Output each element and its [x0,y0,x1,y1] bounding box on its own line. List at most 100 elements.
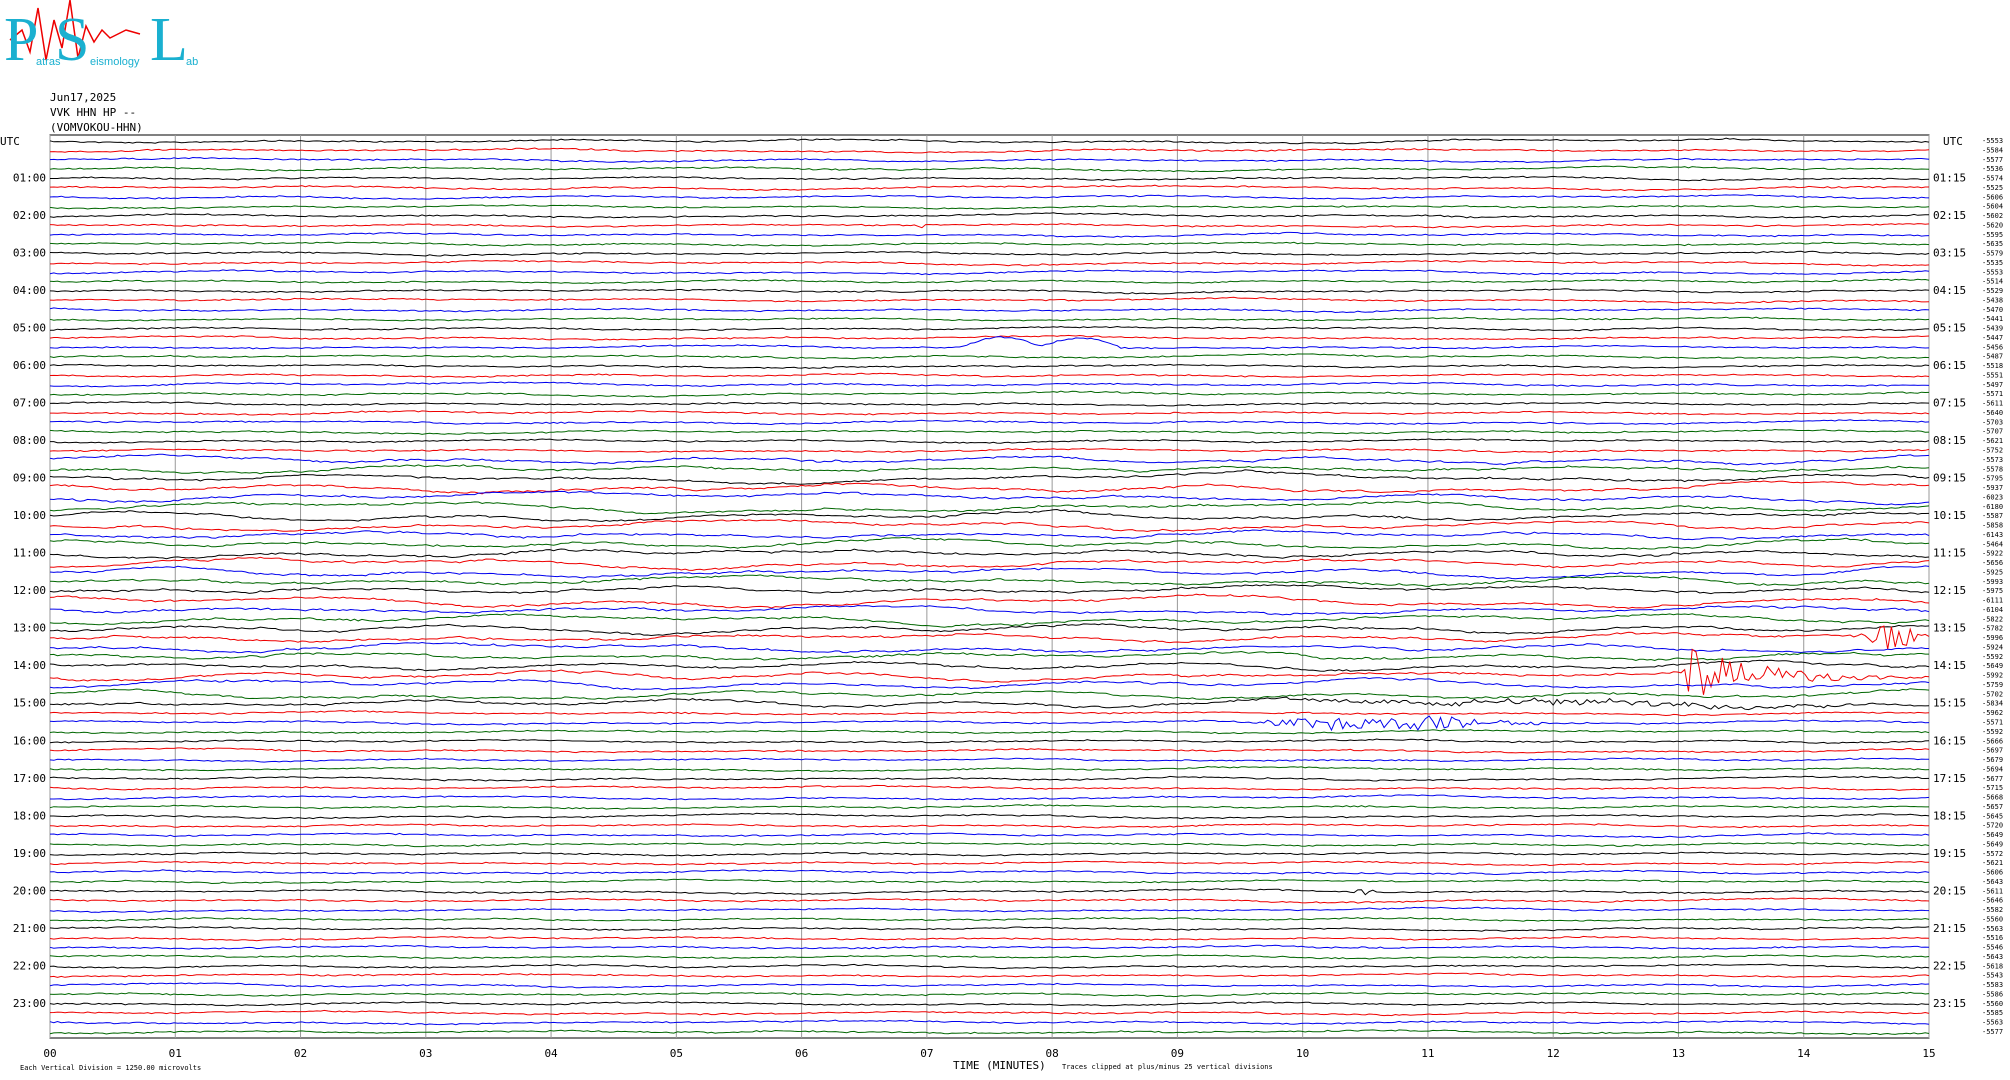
hour-label: 21:00 [13,922,46,935]
offset-label: -5438 [1982,296,2003,304]
logo: P S L atras eismology ab [4,0,198,74]
offset-label: -5646 [1982,897,2003,905]
offset-label: -5551 [1982,371,2003,379]
trace [49,480,1930,495]
offset-label: -5649 [1982,840,2003,848]
offset-label: -5621 [1982,437,2003,445]
offset-label: -5579 [1982,250,2003,258]
trace [49,453,1930,466]
trace [49,307,1930,314]
hour-label: 23:00 [13,997,46,1010]
offset-label: -5858 [1982,522,2003,530]
offset-label: -5640 [1982,409,2003,417]
logo-letter: S [55,6,89,74]
trace [49,231,1930,238]
trace [49,972,1930,978]
hour-label: 19:15 [1933,847,1966,860]
offset-label: -5720 [1982,822,2003,830]
offset-label: -5574 [1982,175,2003,183]
offset-label: -5677 [1982,775,2003,783]
hour-label: 09:00 [13,472,46,485]
trace [49,869,1930,876]
trace [49,963,1930,970]
trace [49,926,1930,932]
offset-label: -5643 [1982,878,2003,886]
x-tick-label: 14 [1797,1047,1811,1060]
trace [49,775,1930,782]
trace [49,278,1930,285]
offset-label: -5922 [1982,550,2003,558]
offset-label: -6023 [1982,493,2003,501]
offset-label: -5497 [1982,381,2003,389]
offset-label: -5536 [1982,165,2003,173]
hour-label: 03:00 [13,247,46,260]
hour-label: 10:15 [1933,509,1966,522]
trace [49,623,1930,637]
trace [49,916,1930,922]
hour-label: 06:15 [1933,359,1966,372]
offset-label: -5563 [1982,925,2003,933]
trace [49,353,1930,360]
trace [49,593,1930,609]
trace [49,500,1930,515]
trace [49,784,1930,791]
hour-label: 07:15 [1933,397,1966,410]
trace [49,710,1930,717]
x-tick-label: 06 [795,1047,808,1060]
trace [49,469,1930,485]
offset-label: -5649 [1982,662,2003,670]
trace [50,812,1930,820]
offset-label: -5645 [1982,812,2003,820]
trace [49,851,1930,857]
trace [49,250,1930,257]
trace [50,410,1930,416]
trace [49,804,1929,810]
trace [49,447,1930,454]
trace [49,565,1930,580]
offset-label: -5470 [1982,306,2003,314]
x-tick-label: 13 [1672,1047,1685,1060]
offset-label: -5937 [1982,484,2003,492]
trace [49,677,1930,691]
hour-label: 01:00 [13,172,46,185]
trace [49,194,1930,200]
trace [49,897,1930,904]
offset-label: -5595 [1982,231,2003,239]
trace [49,648,1930,695]
trace [49,556,1930,571]
trace [49,156,1930,164]
trace [49,715,1930,732]
offset-label: -5703 [1982,418,2003,426]
plot-frame [49,134,1930,1039]
hour-label: 04:00 [13,284,46,297]
hour-label: 17:00 [13,772,46,785]
x-tick-label: 01 [169,1047,182,1060]
trace [49,944,1930,950]
offset-label: -5571 [1982,390,2003,398]
trace [49,419,1930,426]
offset-label: -5606 [1982,193,2003,201]
hour-label: 22:15 [1933,959,1966,972]
x-tick-label: 15 [1922,1047,1935,1060]
offset-label: -5578 [1982,465,2003,473]
hour-label: 11:00 [13,547,46,560]
utc-left: UTC [0,135,20,148]
offset-label: -5962 [1982,709,2003,717]
hour-label: 15:15 [1933,697,1966,710]
trace [49,336,1930,350]
trace [49,625,1930,650]
offset-label: -5752 [1982,447,2003,455]
hour-label: 18:15 [1933,809,1966,822]
trace [49,241,1930,247]
offset-label: -5697 [1982,747,2003,755]
trace [49,529,1930,541]
offset-label: -6180 [1982,503,2003,511]
offset-label: -5621 [1982,859,2003,867]
trace [49,204,1930,210]
offset-label: -5822 [1982,615,2003,623]
trace [49,334,1930,341]
offset-label: -5611 [1982,400,2003,408]
offset-label: -5487 [1982,353,2003,361]
offset-label: -5668 [1982,794,2003,802]
hour-label: 11:15 [1933,547,1966,560]
